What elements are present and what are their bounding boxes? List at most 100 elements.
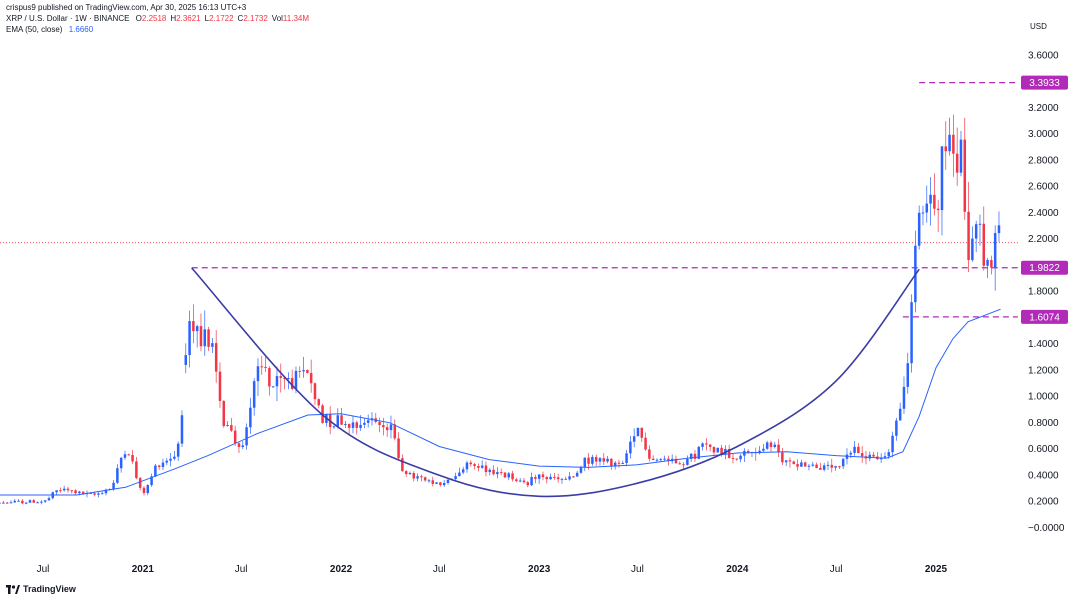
y-tick-label: 3.6000: [1028, 50, 1059, 61]
candle-body: [127, 454, 131, 456]
cup-curve: [191, 267, 920, 498]
candle-body: [883, 456, 887, 458]
candle-body: [868, 454, 872, 459]
candle-body: [720, 447, 723, 455]
candle-body: [427, 480, 431, 482]
candle-body: [454, 476, 457, 480]
candle-body: [796, 464, 799, 467]
tradingview-logo-icon: [6, 584, 20, 594]
candle-body: [5, 502, 9, 504]
candle-body: [431, 480, 435, 484]
ohlc-value: 2.2518: [141, 14, 167, 23]
horizontal-levels[interactable]: [191, 81, 1018, 318]
candle-body: [249, 407, 252, 428]
candle-body: [78, 491, 81, 494]
candle-body: [366, 420, 370, 423]
candle-body: [853, 446, 856, 453]
candle-body: [226, 425, 229, 427]
y-tick-label: 0.2000: [1028, 497, 1059, 508]
candle-body: [207, 329, 210, 347]
candle-body: [990, 260, 993, 268]
candle-body: [161, 462, 165, 467]
candle-body: [389, 424, 393, 431]
candle-body: [188, 321, 191, 356]
candle-body: [773, 444, 777, 447]
candle-body: [891, 435, 894, 453]
candle-body: [275, 376, 279, 387]
candle-body: [967, 211, 970, 261]
candle-body: [838, 466, 841, 468]
candle-body: [705, 443, 708, 445]
symbol-line: XRP / U.S. Dollar · 1W · BINANCE O2.2518…: [6, 13, 309, 24]
level-label: 3.3933: [1029, 78, 1060, 89]
y-tick-label: 1.2000: [1028, 365, 1059, 376]
y-tick-label: 2.8000: [1028, 155, 1059, 166]
candle-body: [218, 371, 222, 401]
candle-body: [24, 502, 28, 504]
candle-body: [701, 443, 704, 447]
candle-body: [587, 457, 590, 464]
candle-body: [507, 473, 511, 478]
candle-body: [625, 453, 628, 463]
candle-body: [568, 476, 571, 480]
candle-body: [974, 224, 978, 239]
tradingview-logo[interactable]: TradingView: [6, 584, 76, 594]
candle-body: [47, 498, 51, 501]
candle-body: [887, 452, 891, 457]
level-label-bg: [1021, 309, 1068, 324]
candle-body: [830, 464, 834, 468]
cup-curve-group[interactable]: [191, 267, 920, 498]
candle-body: [43, 500, 47, 502]
candle-body: [860, 453, 864, 457]
candle-body: [2, 502, 5, 504]
candle-body: [963, 139, 967, 212]
candle-body: [473, 464, 476, 467]
candle-body: [613, 462, 617, 467]
ohlc-label: C: [237, 14, 244, 23]
candle-body: [971, 238, 974, 261]
candle-body: [195, 326, 199, 332]
candle-body: [32, 500, 36, 503]
level-label-bg: [1021, 75, 1068, 90]
candle-body: [317, 399, 321, 406]
ema-label[interactable]: EMA (50, close): [6, 25, 63, 34]
candle-body: [298, 370, 302, 372]
candle-body: [233, 430, 237, 444]
symbol-name[interactable]: XRP / U.S. Dollar · 1W · BINANCE: [6, 14, 130, 23]
candle-body: [800, 462, 803, 467]
candle-body: [955, 153, 959, 173]
candle-body: [100, 493, 104, 495]
candle-body: [480, 465, 484, 468]
candle-body: [602, 458, 606, 462]
candle-body: [393, 424, 397, 439]
candle-body: [822, 465, 826, 470]
candle-body: [629, 441, 632, 454]
candle-body: [803, 462, 807, 467]
candle-body: [192, 321, 195, 332]
candle-body: [62, 488, 66, 491]
candle-body: [116, 468, 119, 483]
candle-body: [906, 363, 910, 387]
candle-body: [902, 386, 906, 409]
candle-body: [252, 381, 256, 408]
candle-body: [777, 444, 780, 453]
candle-body: [355, 422, 359, 428]
candle-body: [765, 442, 769, 449]
candle-body: [857, 446, 860, 454]
candle-body: [488, 469, 492, 473]
candle-body: [397, 438, 400, 459]
candle-body: [663, 458, 666, 460]
candle-body: [655, 459, 659, 461]
candle-body: [807, 465, 811, 467]
y-tick-label: 0.8000: [1028, 418, 1059, 429]
candle-body: [526, 482, 530, 486]
candle-body: [522, 480, 526, 483]
candle-body: [150, 476, 153, 486]
candle-body: [769, 442, 773, 447]
candle-body: [636, 427, 640, 437]
candle-body: [439, 482, 442, 486]
candle-body: [81, 491, 85, 495]
candle-body: [214, 343, 218, 372]
time-axis: Jul 2021 Jul 2022 Jul 2023 Jul 2024 Jul 2025: [37, 564, 948, 575]
